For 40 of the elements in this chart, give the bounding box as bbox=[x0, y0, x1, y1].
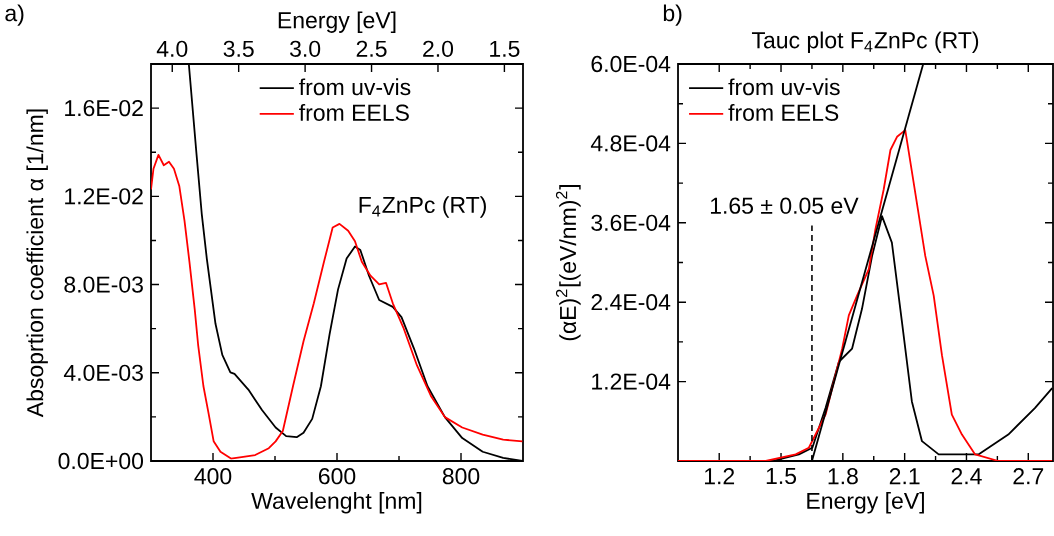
x-tick-label: 1.8 bbox=[828, 468, 858, 485]
chart-title: Tauc plot F$_{4}$ZnPc (RT) bbox=[751, 31, 979, 53]
x-tick-label: 800 bbox=[442, 468, 480, 485]
x2-tick-label: 3.5 bbox=[223, 40, 254, 57]
legend-label: from uv-vis bbox=[728, 78, 840, 96]
legend-label: from EELS bbox=[728, 104, 839, 121]
x2-tick-label: 1.5 bbox=[490, 40, 520, 57]
y-axis-title: (αE)$^{2}$[(eV/nm)$^{2}$] bbox=[555, 184, 581, 341]
y-tick-label: 8.0E-03 bbox=[64, 276, 143, 293]
x-tick-label: 600 bbox=[318, 468, 356, 485]
x2-tick-label: 2.5 bbox=[356, 40, 387, 57]
y-tick-label: 2.4E-04 bbox=[591, 294, 671, 311]
x2-tick-label: 2.0 bbox=[423, 40, 454, 57]
x-tick-label: 2.7 bbox=[1013, 468, 1044, 485]
y-tick-label: 0.0E+00 bbox=[58, 452, 144, 470]
y-axis-title: Absoprtion coefficient α [1/nm] bbox=[26, 109, 48, 418]
y-tick-label: 4.0E-03 bbox=[63, 364, 143, 381]
y-tick-label: 1.2E-02 bbox=[65, 188, 143, 205]
x-tick-label: 1.5 bbox=[766, 468, 797, 485]
x2-tick-label: 4.0 bbox=[156, 40, 188, 57]
x-axis-title: Wavelenght [nm] bbox=[251, 492, 422, 514]
x2-axis-title: Energy [eV] bbox=[278, 11, 396, 33]
legend-label: from uv-vis bbox=[299, 78, 411, 96]
y-tick-label: 6.0E-04 bbox=[591, 55, 671, 73]
text: b) bbox=[663, 4, 682, 26]
y-tick-label: 1.6E-02 bbox=[65, 99, 143, 117]
legend-label: from EELS bbox=[299, 104, 409, 121]
x-tick-label: 1.2 bbox=[704, 468, 735, 485]
annotation: F$_{4}$ZnPc (RT) bbox=[359, 196, 486, 218]
x2-tick-label: 3.0 bbox=[290, 40, 321, 57]
line-series bbox=[151, 153, 523, 460]
x-tick-label: 2.1 bbox=[889, 468, 920, 485]
text: a) bbox=[5, 4, 24, 26]
y-tick-label: 3.6E-04 bbox=[591, 214, 671, 231]
y-tick-label: 1.2E-04 bbox=[592, 373, 671, 390]
y-tick-label: 4.8E-04 bbox=[590, 135, 671, 152]
x-axis-title: Energy [eV] bbox=[807, 492, 924, 514]
x-tick-label: 400 bbox=[194, 468, 232, 485]
ref-line-label: 1.65 ± 0.05 eV bbox=[710, 197, 859, 214]
x-tick-label: 2.4 bbox=[951, 468, 982, 485]
